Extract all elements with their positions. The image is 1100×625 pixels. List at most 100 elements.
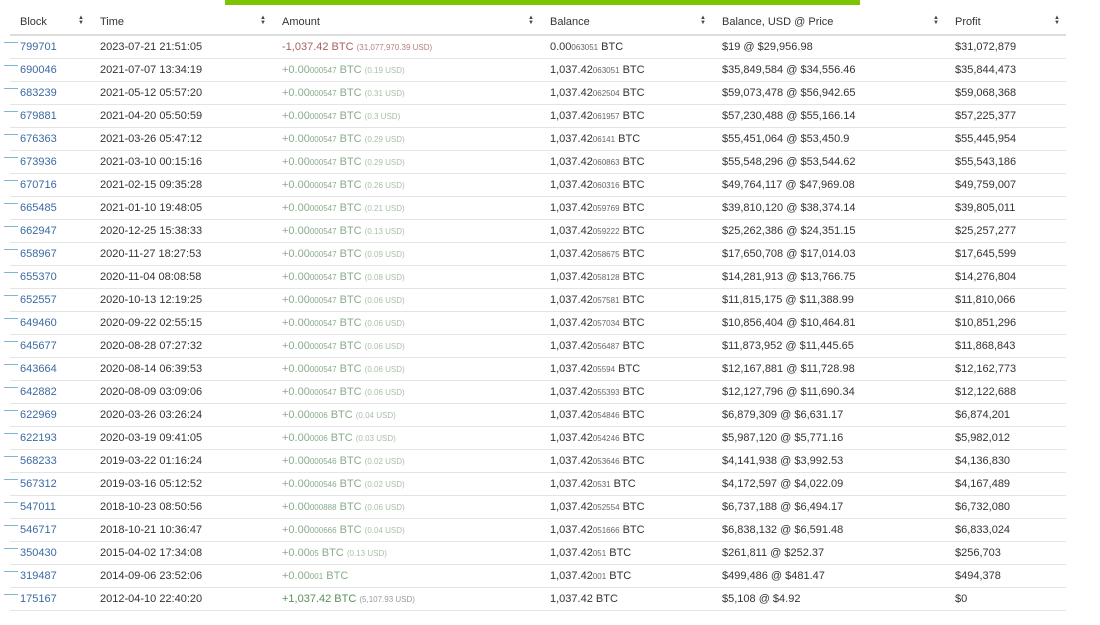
block-link[interactable]: 658967 [20,248,57,260]
balance-unit: BTC [619,524,645,536]
block-link[interactable]: 683239 [20,87,57,99]
balance-cell: 1,037.42060316 BTC [540,173,712,197]
time-cell: 2020-09-22 02:55:15 [90,311,272,335]
block-link[interactable]: 690046 [20,64,57,76]
amount-main: +0.00 [282,64,310,76]
block-link[interactable]: 568233 [20,455,57,467]
amount-main: +0.00 [282,501,310,513]
balance-main: 1,037.42 [550,455,593,467]
block-link[interactable]: 643664 [20,363,57,375]
col-time[interactable]: Time ▲ ▼ [90,10,272,36]
balance-main: 1,037.42 [550,87,593,99]
col-balance[interactable]: Balance ▲ ▼ [540,10,712,36]
balance-main: 1,037.42 [550,156,593,168]
block-link[interactable]: 652557 [20,294,57,306]
block-link[interactable]: 655370 [20,271,57,283]
block-link[interactable]: 622969 [20,409,57,421]
balance-small-digits: 063051 [592,66,620,75]
amount-unit: BTC [336,363,362,375]
block-link[interactable]: 662947 [20,225,57,237]
row-marker [4,42,18,43]
amount-usd: (0.06 USD) [364,342,405,351]
table-row: 655370 2020-11-04 08:08:58 +0.00000547 BTC… [4,265,1066,289]
profit-cell: $17,645,599 [945,242,1066,266]
amount-small-digits: 000547 [309,388,337,397]
block-link[interactable]: 665485 [20,202,57,214]
balance-usd-cell: $59,073,478 @ $56,942.65 [712,81,945,105]
balance-unit: BTC [619,271,645,283]
block-link[interactable]: 673936 [20,156,57,168]
block-link[interactable]: 319487 [20,570,57,582]
table-row: 568233 2019-03-22 01:16:24 +0.00000546 BTC… [4,449,1066,473]
sort-updown-icon[interactable]: ▲ ▼ [1054,15,1060,26]
amount-usd: (0.04 USD) [355,411,396,420]
balance-usd-cell: $35,849,584 @ $34,556.46 [712,58,945,82]
col-amount[interactable]: Amount ▲ ▼ [272,10,540,36]
block-cell: 799701 [4,35,90,59]
amount-small-digits: 000547 [309,112,337,121]
col-balance-usd[interactable]: Balance, USD @ Price ▲ ▼ [712,10,945,36]
balance-small-digits: 057034 [592,319,620,328]
row-marker [4,502,18,503]
amount-unit: BTC [336,110,362,122]
sort-updown-icon[interactable]: ▲ ▼ [933,15,939,26]
block-link[interactable]: 175167 [20,593,57,605]
balance-cell: 1,037.42 BTC [540,587,712,611]
block-link[interactable]: 679881 [20,110,57,122]
amount-main: +0.00 [282,248,310,260]
block-cell: 690046 [4,58,90,82]
amount-unit: BTC [331,593,357,605]
sort-updown-icon[interactable]: ▲ ▼ [528,15,534,26]
balance-cell: 1,037.42058128 BTC [540,265,712,289]
sort-updown-icon[interactable]: ▲ ▼ [260,15,266,26]
col-label: Block [20,16,47,28]
amount-small-digits: 000547 [309,135,337,144]
amount-cell: +0.00000547 BTC (0.29 USD) [272,127,540,151]
col-block[interactable]: Block ▲ ▼ [10,10,90,36]
block-link[interactable]: 676363 [20,133,57,145]
block-cell: 665485 [4,196,90,220]
block-link[interactable]: 670716 [20,179,57,191]
row-marker [4,433,18,434]
amount-main: +0.00 [282,133,310,145]
amount-unit: BTC [336,455,362,467]
profit-cell: $0 [945,587,1066,611]
block-link[interactable]: 547011 [20,501,56,513]
profit-cell: $55,543,186 [945,150,1066,174]
block-link[interactable]: 649460 [20,317,57,329]
amount-main: +0.00 [282,409,310,421]
amount-cell: +0.00000547 BTC (0.29 USD) [272,150,540,174]
balance-main: 1,037.42 [550,547,593,559]
balance-small-digits: 06141 [592,135,616,144]
amount-usd: (0.31 USD) [364,89,405,98]
amount-cell: +0.000006 BTC (0.03 USD) [272,426,540,450]
time-cell: 2021-04-20 05:50:59 [90,104,272,128]
balance-small-digits: 001 [592,572,607,581]
block-cell: 670716 [4,173,90,197]
amount-unit: BTC [336,478,362,490]
block-link[interactable]: 642882 [20,386,57,398]
col-profit[interactable]: Profit ▲ ▼ [945,10,1066,36]
balance-small-digits: 053646 [592,457,620,466]
amount-main: +0.00 [282,386,310,398]
block-link[interactable]: 645677 [20,340,57,352]
table-row: 645677 2020-08-28 07:27:32 +0.00000547 BTC… [4,334,1066,358]
balance-unit: BTC [619,409,645,421]
profit-cell: $12,122,688 [945,380,1066,404]
balance-main: 1,037.42 [550,64,593,76]
sort-updown-icon[interactable]: ▲ ▼ [78,15,84,26]
row-marker [4,456,18,457]
profit-cell: $11,868,843 [945,334,1066,358]
block-link[interactable]: 350430 [20,547,57,559]
amount-cell: +0.00000547 BTC (0.06 USD) [272,380,540,404]
row-marker [4,249,18,250]
amount-unit: BTC [323,570,349,582]
sort-updown-icon[interactable]: ▲ ▼ [700,15,706,26]
block-link[interactable]: 622193 [20,432,57,444]
block-link[interactable]: 799701 [20,41,57,53]
block-link[interactable]: 567312 [20,478,57,490]
block-link[interactable]: 546717 [20,524,57,536]
time-cell: 2018-10-21 10:36:47 [90,518,272,542]
profit-cell: $49,759,007 [945,173,1066,197]
balance-small-digits: 058128 [592,273,620,282]
